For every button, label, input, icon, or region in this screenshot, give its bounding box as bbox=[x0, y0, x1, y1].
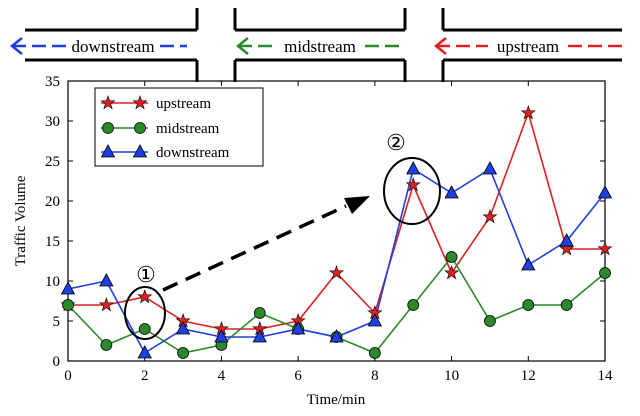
legend-triangle-icon bbox=[100, 144, 148, 158]
data-point-upstream bbox=[405, 177, 421, 192]
data-point-midstream bbox=[445, 251, 458, 263]
y-tick-label: 15 bbox=[45, 234, 60, 250]
legend-item-downstream: downstream bbox=[100, 144, 230, 161]
x-tick-label: 6 bbox=[294, 368, 302, 384]
data-point-upstream bbox=[328, 265, 345, 280]
road-schematic: downstream midstream upstream bbox=[9, 8, 626, 82]
x-axis-label: Time/min bbox=[307, 392, 366, 408]
data-point-downstream bbox=[482, 161, 498, 175]
data-point-midstream bbox=[177, 347, 189, 359]
legend-box bbox=[94, 87, 264, 167]
road-segment-midstream: midstream bbox=[235, 37, 400, 56]
data-point-midstream bbox=[599, 267, 611, 279]
data-point-downstream bbox=[290, 321, 306, 335]
x-tick-label: 12 bbox=[521, 368, 536, 384]
data-point-downstream bbox=[60, 281, 76, 295]
data-point-midstream bbox=[253, 307, 266, 319]
legend-label-upstream: upstream bbox=[156, 96, 211, 112]
flow-arrow-icon bbox=[433, 37, 447, 55]
data-point-midstream bbox=[560, 299, 573, 311]
data-point-downstream bbox=[406, 161, 421, 175]
y-tick-label: 5 bbox=[53, 314, 61, 330]
data-point-downstream bbox=[559, 233, 574, 247]
legend-label-downstream: downstream bbox=[156, 145, 230, 161]
y-tick-label: 25 bbox=[45, 154, 60, 170]
y-tick-label: 10 bbox=[45, 274, 60, 290]
legend-marker-downstream bbox=[100, 144, 116, 158]
legend-marker-midstream bbox=[134, 122, 146, 134]
data-point-midstream bbox=[100, 339, 113, 351]
data-point-downstream bbox=[99, 273, 114, 287]
legend-marker-upstream bbox=[132, 95, 148, 110]
legend-marker-downstream bbox=[132, 144, 148, 158]
propagation-arrow-head-icon bbox=[344, 196, 370, 214]
data-point-upstream bbox=[482, 209, 498, 224]
legend-label-midstream: midstream bbox=[156, 121, 220, 137]
x-tick-label: 2 bbox=[141, 368, 149, 384]
flow-arrow-icon bbox=[9, 37, 23, 55]
legend: upstream midstream downstream bbox=[94, 87, 264, 167]
data-point-downstream bbox=[175, 321, 191, 335]
road-label-midstream: midstream bbox=[284, 37, 356, 56]
data-point-midstream bbox=[522, 299, 535, 311]
axis-ticks: 0 2 4 6 8 10 12 14 0 5 10 15 20 25 30 35 bbox=[45, 74, 613, 384]
y-tick-label: 30 bbox=[45, 114, 60, 130]
series-markers bbox=[60, 105, 613, 359]
propagation-arrow-line bbox=[162, 204, 347, 292]
road-label-downstream: downstream bbox=[71, 37, 154, 56]
data-point-upstream bbox=[98, 297, 114, 312]
flow-arrow-icon bbox=[235, 37, 249, 55]
x-tick-label: 4 bbox=[218, 368, 226, 384]
data-point-upstream bbox=[559, 241, 575, 256]
data-point-upstream bbox=[597, 241, 613, 256]
data-point-downstream bbox=[367, 313, 383, 327]
data-point-downstream bbox=[597, 185, 613, 199]
legend-item-upstream: upstream bbox=[100, 95, 211, 112]
x-tick-label: 8 bbox=[371, 368, 379, 384]
legend-marker-midstream bbox=[102, 122, 114, 134]
y-axis-label: Traffic Volume bbox=[13, 175, 29, 266]
road-label-upstream: upstream bbox=[497, 37, 559, 56]
legend-marker-upstream bbox=[100, 95, 116, 110]
data-point-upstream bbox=[520, 105, 536, 120]
road-segment-downstream: downstream bbox=[9, 37, 187, 56]
y-tick-label: 0 bbox=[53, 354, 61, 370]
data-point-downstream bbox=[252, 329, 267, 343]
data-point-downstream bbox=[137, 345, 152, 359]
data-point-midstream bbox=[138, 323, 151, 335]
legend-circle-icon bbox=[102, 122, 146, 134]
x-tick-label: 14 bbox=[598, 368, 614, 384]
data-point-upstream bbox=[137, 289, 153, 304]
highlight-ellipse-1 bbox=[124, 286, 166, 340]
data-point-midstream bbox=[484, 315, 496, 327]
legend-item-midstream: midstream bbox=[101, 121, 220, 137]
y-tick-label: 20 bbox=[45, 194, 60, 210]
data-point-downstream bbox=[521, 257, 536, 271]
x-tick-label: 10 bbox=[444, 368, 459, 384]
plot-frame bbox=[67, 80, 606, 362]
annotation-marker-2: ② bbox=[386, 130, 406, 155]
data-point-upstream bbox=[444, 265, 460, 280]
y-tick-label: 35 bbox=[45, 74, 60, 90]
data-point-midstream bbox=[62, 299, 74, 311]
annotation-group: ① ② bbox=[124, 130, 441, 340]
annotation-marker-1: ① bbox=[136, 262, 156, 287]
data-point-downstream bbox=[329, 329, 344, 343]
data-point-midstream bbox=[407, 299, 420, 311]
highlight-ellipse-2 bbox=[383, 157, 441, 225]
data-point-downstream bbox=[214, 329, 229, 343]
x-tick-label: 0 bbox=[64, 368, 72, 384]
data-point-midstream bbox=[368, 347, 381, 359]
road-segment-upstream: upstream bbox=[433, 37, 626, 56]
legend-star-icon bbox=[100, 95, 148, 110]
data-point-downstream bbox=[444, 185, 459, 199]
